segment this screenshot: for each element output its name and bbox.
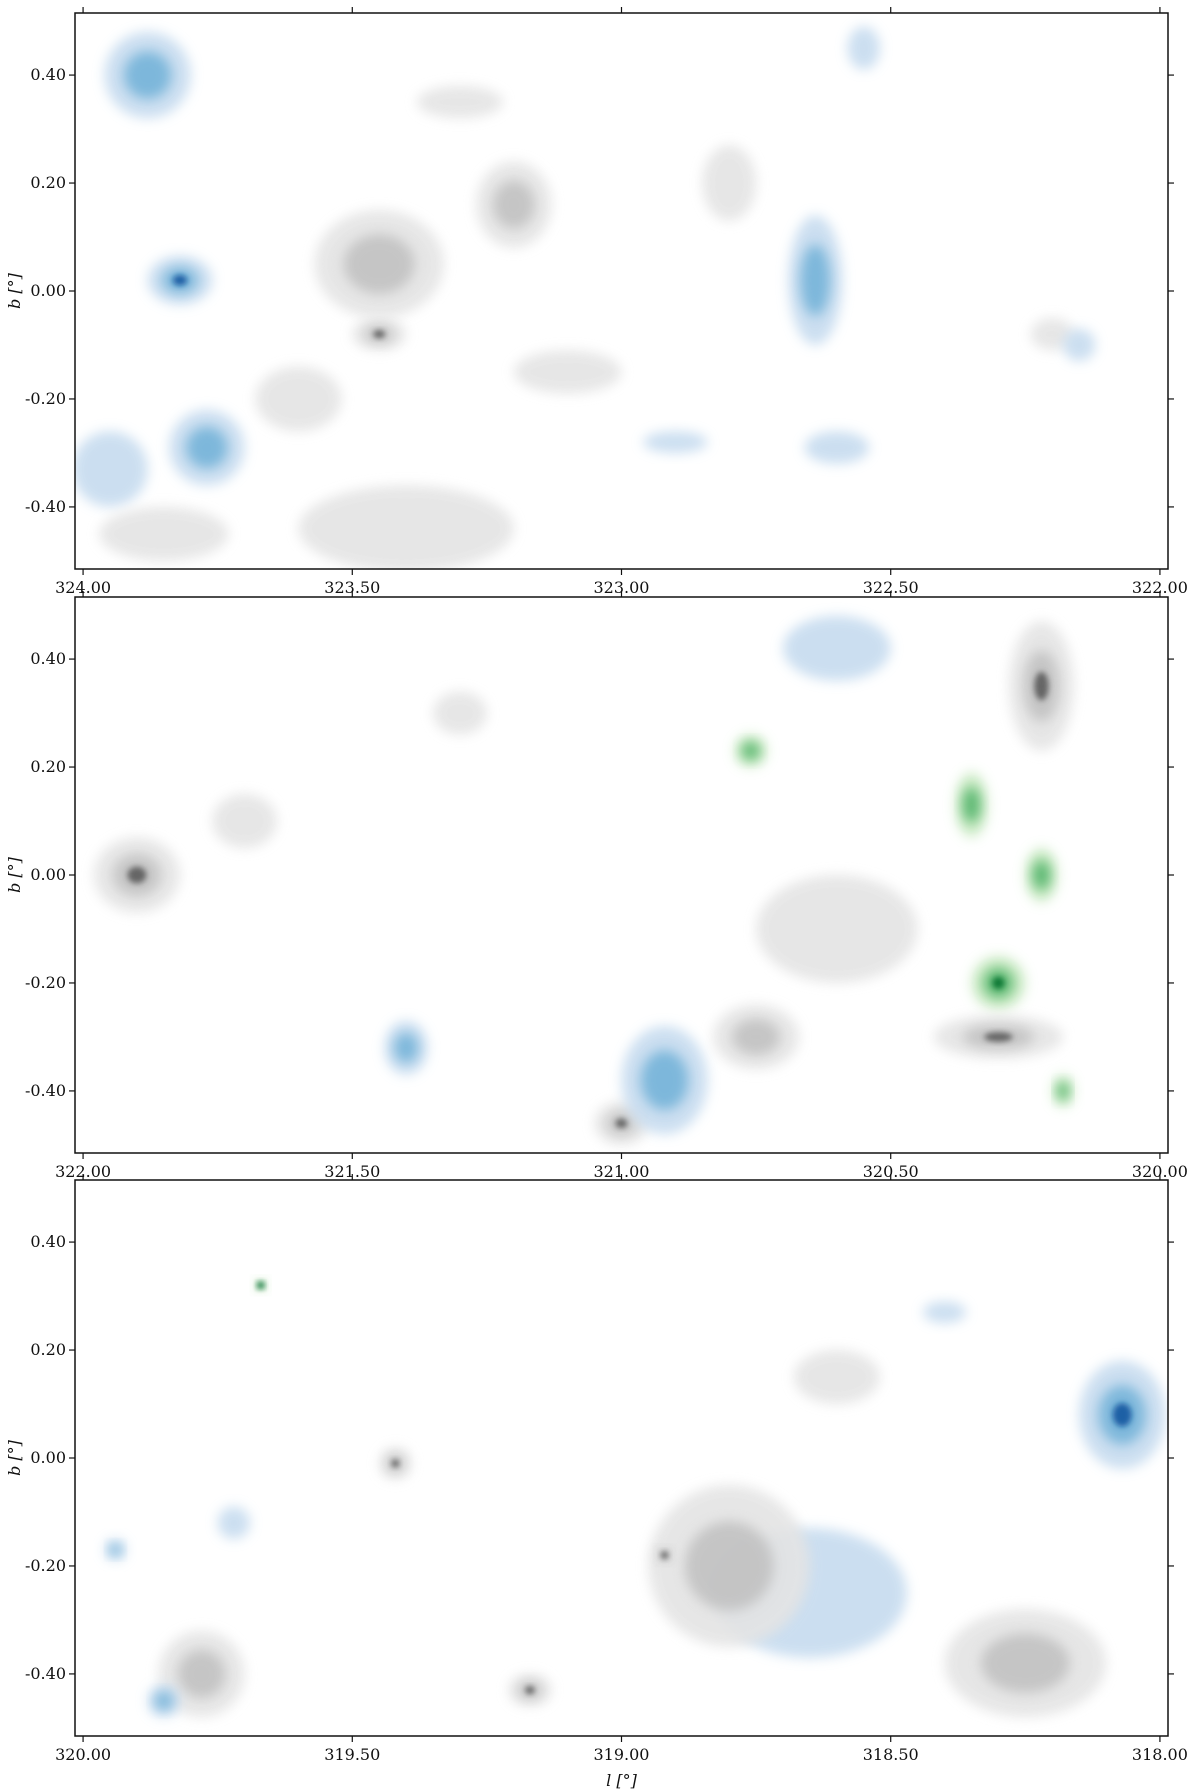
gray-cloud [416,85,504,119]
gray-cloud-peak [127,866,147,884]
blue-cloud [75,431,148,507]
gray-cloud-core [177,1650,226,1698]
x-tick-label: 323.50 [324,578,380,597]
y-axis-label: b [°] [5,1439,24,1476]
y-tick-label: 0.00 [30,281,66,300]
y-axis-label: b [°] [5,856,24,893]
y-tick-label: 0.40 [30,649,66,668]
emission-map [93,615,1074,1145]
blue-cloud [923,1301,967,1324]
x-tick-label: 318.00 [1132,1745,1188,1764]
blue-cloud-peak [1112,1402,1132,1427]
y-tick-label: -0.20 [25,389,66,408]
blue-cloud [847,26,880,70]
gray-cloud-core [343,234,415,294]
x-tick-label: 324.00 [55,578,111,597]
gray-cloud [433,691,487,735]
gray-cloud [298,485,514,569]
x-tick-label: 323.00 [594,578,650,597]
gray-cloud-core [684,1521,774,1611]
axes-frame [74,12,1169,570]
green-cloud-core [1057,1082,1069,1100]
emission-map [75,26,1096,569]
green-cloud-core [962,787,981,823]
blue-cloud-core [640,1050,689,1110]
x-tick-label: 322.00 [1132,578,1188,597]
gray-cloud-core [980,1633,1070,1693]
panel-2: 322.00 321.50 321.00 320.50 320.00 0.40 0.20 0.… [5,591,1188,1181]
gray-cloud [513,350,622,394]
blue-cloud-core [109,1543,122,1556]
gray-cloud [793,1350,880,1405]
gray-cloud-peak [373,330,386,339]
axes-frame [74,596,1169,1154]
blue-cloud [783,615,891,681]
gray-cloud-peak [660,1551,669,1560]
gray-cloud-peak [391,1459,400,1468]
y-tick-label: 0.00 [30,1448,66,1467]
y-tick-label: -0.40 [25,497,66,516]
panel-1: 324.00 323.50 323.00 322.50 322.00 0.40 0.20 0.… [5,7,1188,597]
blue-cloud-core [123,51,172,99]
x-tick-label: 319.50 [324,1745,380,1764]
y-tick-label: -0.40 [25,1081,66,1100]
y-tick-label: 0.40 [30,1232,66,1251]
gray-cloud-peak [615,1118,628,1129]
y-tick-label: 0.20 [30,173,66,192]
blue-cloud-core [800,244,831,316]
x-tick-label: 318.50 [863,1745,919,1764]
green-cloud-core [1032,860,1051,890]
gray-cloud [99,506,229,561]
gray-cloud [756,875,918,983]
blue-cloud [643,431,708,453]
y-tick-label: 0.20 [30,757,66,776]
blue-cloud [1063,328,1096,362]
y-axis-label: b [°] [5,272,24,309]
y-tick-label: -0.40 [25,1664,66,1683]
panel-3: 320.00 319.50 319.00 318.50 318.00 0.40 0.20 0.… [5,1174,1188,1790]
gray-cloud-peak [1034,671,1049,701]
x-tick-label: 319.00 [594,1745,650,1764]
green-cloud-peak [256,1281,265,1290]
emission-map [104,1279,1166,1718]
x-tick-label: 321.00 [594,1162,650,1181]
green-cloud-core [741,741,760,760]
x-tick-label: 320.00 [55,1745,111,1764]
blue-cloud [217,1506,250,1539]
y-tick-label: 0.20 [30,1340,66,1359]
y-tick-label: 0.40 [30,65,66,84]
y-tick-label: -0.20 [25,1556,66,1575]
x-tick-label: 322.00 [55,1162,111,1181]
x-tick-label: 320.50 [863,1162,919,1181]
y-tick-label: 0.00 [30,865,66,884]
x-axis-label: l [°] [606,1771,637,1790]
x-tick-label: 322.50 [863,578,919,597]
gray-cloud [212,794,277,849]
gray-cloud [702,145,757,221]
gray-cloud-core [732,1019,780,1055]
x-tick-label: 320.00 [1132,1162,1188,1181]
blue-cloud-core [186,426,228,469]
gray-cloud-core [493,180,535,229]
gray-cloud [255,366,342,432]
blue-cloud-peak [172,274,188,286]
gray-cloud [1030,317,1074,351]
y-tick-label: -0.20 [25,973,66,992]
blue-cloud-core [394,1032,418,1063]
gray-cloud-peak [525,1686,535,1695]
blue-cloud-core [154,1692,173,1710]
gray-cloud-peak [984,1032,1013,1042]
green-cloud-peak [992,977,1005,989]
blue-cloud [804,431,870,464]
x-tick-label: 321.50 [324,1162,380,1181]
